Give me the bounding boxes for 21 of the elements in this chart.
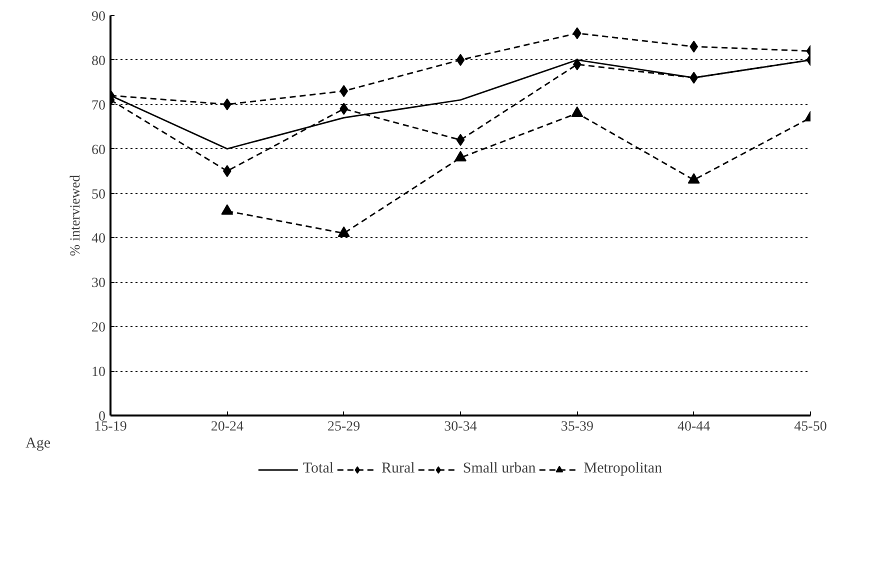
x-tick-label: 35-39	[560, 420, 594, 434]
y-tick-label: 20	[92, 320, 106, 336]
x-tick-label: 45-50	[794, 420, 827, 434]
x-tick-label: 40-44	[678, 420, 710, 434]
y-tick-label: 40	[92, 232, 106, 247]
y-tick-label: 80	[92, 54, 106, 69]
y-tick-label: 10	[92, 365, 106, 380]
legend-label: Rural	[382, 460, 415, 478]
y-tick-label: 60	[92, 142, 106, 158]
legend-label: Small urban	[462, 460, 536, 478]
legend-label: Total	[302, 460, 334, 478]
legend-label: Metropolitan	[584, 460, 662, 478]
y-axis-title: % interviewed	[68, 174, 84, 256]
x-tick-label: 25-29	[328, 420, 360, 434]
x-axis-title: Age	[26, 436, 51, 452]
y-tick-label: 70	[92, 98, 106, 114]
y-tick-label: 50	[92, 187, 106, 202]
y-tick-label: 90	[92, 10, 106, 24]
x-tick-label: 30-34	[444, 420, 477, 434]
y-tick-label: 30	[92, 276, 106, 292]
x-tick-label: 20-24	[210, 420, 244, 434]
